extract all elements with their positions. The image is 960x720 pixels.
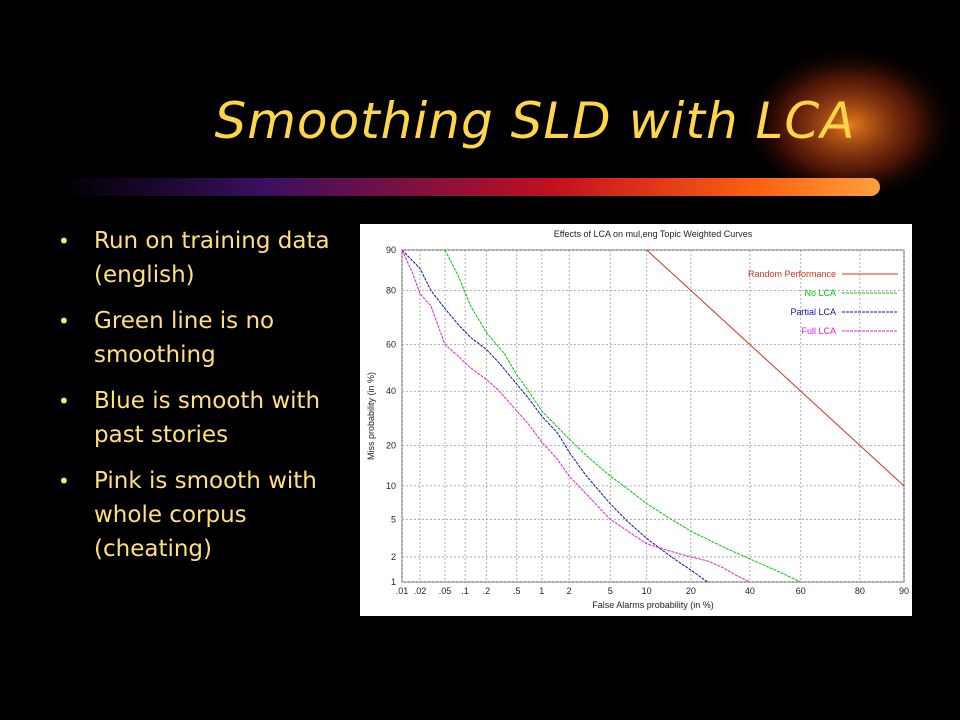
bullet-marker: • xyxy=(58,309,70,333)
bullet-text: Blue is smooth with past stories xyxy=(94,388,321,448)
x-tick-label: 1 xyxy=(539,586,544,596)
bullet-item: • Blue is smooth with past stories xyxy=(58,384,358,452)
x-axis-label: False Alarms probability (in %) xyxy=(592,600,714,610)
y-tick-label: 60 xyxy=(386,340,396,350)
det-chart-svg: .01 .02 .05 .1 .2 .5 1 2 5 10 20 40 60 80 90 1 2 5 10 20 40 6… xyxy=(366,229,909,610)
x-tick-label: .01 xyxy=(396,586,409,596)
legend-label: No LCA xyxy=(804,288,836,298)
title-decoration-bar xyxy=(60,45,960,205)
x-tick-label: 20 xyxy=(686,586,696,596)
series-line xyxy=(444,249,802,583)
x-tick-label: .5 xyxy=(513,586,521,596)
x-tick-label: .2 xyxy=(483,586,491,596)
bullet-list: • Run on training data (english) • Green l… xyxy=(58,224,358,578)
x-tick-label: 80 xyxy=(855,586,865,596)
series-line xyxy=(401,249,751,583)
bullet-item: • Run on training data (english) xyxy=(58,224,358,292)
y-tick-label: 2 xyxy=(391,552,396,562)
x-tick-label: 5 xyxy=(608,586,613,596)
bullet-text: Pink is smooth with whole corpus (cheati… xyxy=(94,468,317,562)
y-tick-label: 90 xyxy=(386,245,396,255)
x-tick-label: 2 xyxy=(567,586,572,596)
x-tick-label: .02 xyxy=(414,586,427,596)
y-tick-label: 5 xyxy=(391,514,396,524)
y-axis-label: Miss probability (in %) xyxy=(366,372,376,460)
x-tick-label: .05 xyxy=(439,586,452,596)
y-tick-label: 20 xyxy=(386,440,396,450)
legend-label: Full LCA xyxy=(801,326,836,336)
bullet-marker: • xyxy=(58,469,70,493)
x-tick-label: 90 xyxy=(899,586,909,596)
y-tick-label: 10 xyxy=(386,481,396,491)
bullet-item: • Pink is smooth with whole corpus (cheat… xyxy=(58,464,358,566)
det-chart: .01 .02 .05 .1 .2 .5 1 2 5 10 20 40 60 80 90 1 2 5 10 20 40 6… xyxy=(360,224,912,616)
x-tick-label: 60 xyxy=(796,586,806,596)
chart-title: Effects of LCA on mul,eng Topic Weighted… xyxy=(554,229,753,239)
bullet-text: Green line is no smoothing xyxy=(94,308,275,368)
slide-title: Smoothing SLD with LCA xyxy=(214,92,856,150)
y-tick-label: 40 xyxy=(386,386,396,396)
x-tick-label: 40 xyxy=(745,586,755,596)
bullet-item: • Green line is no smoothing xyxy=(58,304,358,372)
legend-label: Partial LCA xyxy=(790,307,836,317)
bullet-marker: • xyxy=(58,229,70,253)
legend-label: Random Performance xyxy=(748,269,836,279)
series-line xyxy=(401,249,708,583)
bullet-text: Run on training data (english) xyxy=(94,228,330,288)
x-tick-label: .1 xyxy=(461,586,469,596)
plot-area xyxy=(401,249,905,583)
bullet-marker: • xyxy=(58,389,70,413)
y-tick-label: 1 xyxy=(391,577,396,587)
x-tick-label: 10 xyxy=(642,586,652,596)
series-line xyxy=(646,249,905,487)
y-tick-label: 80 xyxy=(386,285,396,295)
